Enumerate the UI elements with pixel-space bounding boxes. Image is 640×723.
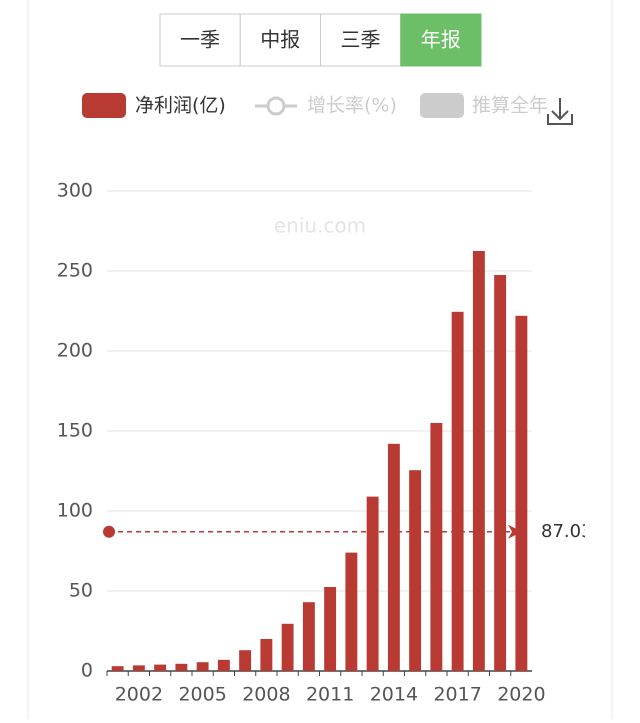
x-tick-label: 2011	[306, 684, 354, 706]
legend-label[interactable]: 推算全年	[472, 95, 548, 117]
legend: 净利润(亿) 增长率(%) 推算全年	[82, 93, 573, 125]
x-tick-label: 2014	[370, 684, 418, 706]
bar	[175, 663, 188, 671]
bar	[132, 665, 145, 671]
legend-icon	[266, 96, 286, 116]
legend-label[interactable]: 增长率(%)	[307, 95, 397, 117]
bar	[260, 639, 273, 671]
average-line-label: 87.03	[541, 521, 593, 542]
tab[interactable]	[320, 13, 402, 67]
y-tick-label: 100	[57, 500, 93, 522]
bar	[111, 666, 124, 671]
tab[interactable]	[159, 13, 241, 67]
x-tick-label: 2017	[433, 684, 481, 706]
average-line-start	[103, 525, 115, 538]
average-line-arrow	[508, 524, 522, 539]
x-tick-label: 2002	[115, 684, 163, 706]
bar	[515, 315, 528, 671]
bar	[324, 587, 337, 671]
y-tick-label: 0	[81, 660, 93, 682]
x-tick-label: 2020	[497, 684, 545, 706]
bar	[196, 662, 209, 671]
y-tick-label: 200	[57, 340, 93, 362]
tab[interactable]	[239, 13, 321, 67]
x-tick-label: 2008	[242, 684, 290, 706]
bar	[451, 311, 464, 671]
tab-label[interactable]: 三季	[341, 28, 381, 52]
bar	[154, 664, 167, 671]
x-tick-label: 2005	[178, 684, 226, 706]
watermark: eniu.com	[274, 214, 366, 238]
bar	[366, 496, 379, 671]
bar	[281, 623, 294, 671]
bar	[387, 443, 400, 671]
bar	[217, 659, 230, 671]
download-icon[interactable]	[547, 98, 573, 125]
bar	[409, 470, 422, 671]
bar	[345, 552, 358, 671]
tab-group: 一季 中报 三季 年报	[159, 13, 482, 67]
bar	[472, 251, 485, 671]
bar	[302, 602, 315, 671]
tab-label[interactable]: 年报	[421, 28, 461, 52]
bar	[239, 650, 252, 671]
tab-label[interactable]: 一季	[180, 28, 220, 52]
bar	[494, 275, 507, 671]
y-tick-label: 250	[57, 260, 93, 282]
y-tick-label: 300	[57, 180, 93, 202]
tab[interactable]	[400, 13, 482, 67]
bar	[430, 423, 443, 671]
y-tick-label: 50	[69, 580, 93, 602]
legend-label[interactable]: 净利润(亿)	[135, 95, 226, 117]
legend-swatch	[82, 93, 126, 118]
tab-label[interactable]: 中报	[260, 28, 300, 52]
y-tick-label: 150	[57, 420, 93, 442]
legend-swatch	[420, 93, 464, 118]
